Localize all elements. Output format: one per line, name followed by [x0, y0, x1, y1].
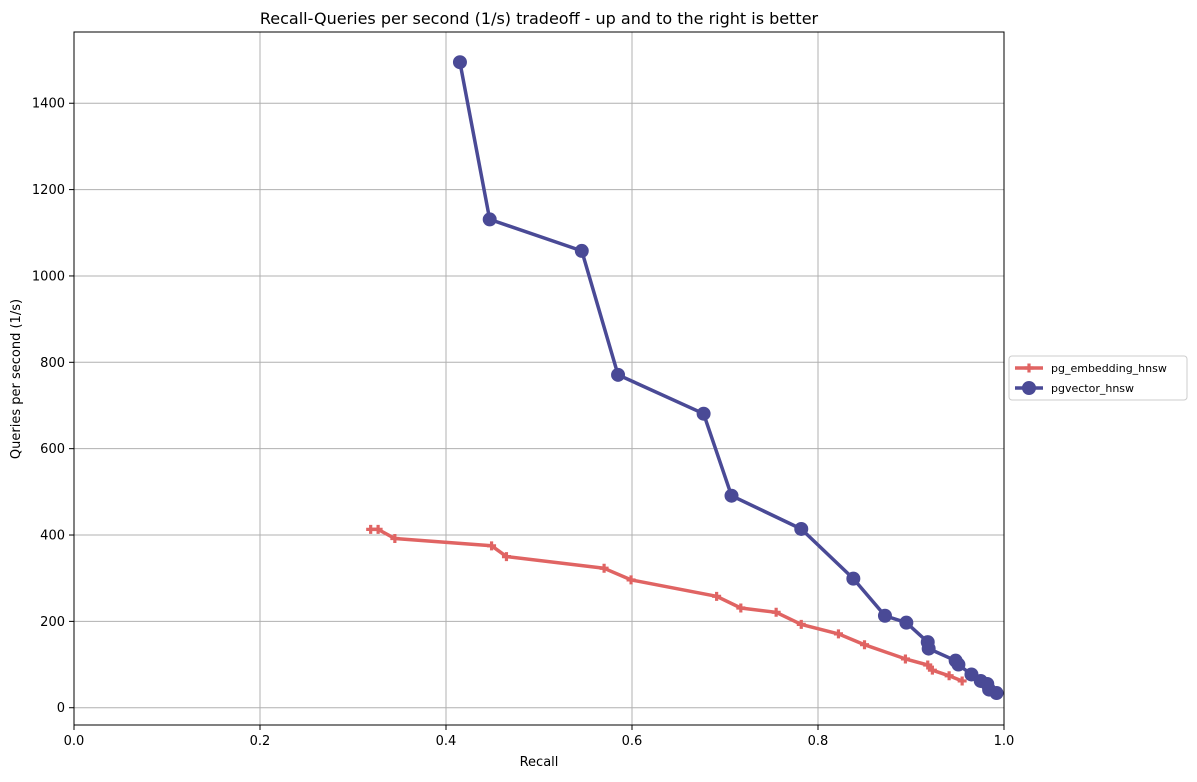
- y-tick-label: 600: [40, 442, 65, 457]
- y-tick-label: 1200: [32, 183, 65, 198]
- legend: pg_embedding_hnsw pgvector_hnsw: [1008, 355, 1188, 401]
- y-axis-label: Queries per second (1/s): [9, 299, 24, 459]
- legend-label: pgvector_hnsw: [1051, 382, 1134, 395]
- x-tick-label: 0.6: [622, 734, 643, 749]
- x-tick-label: 1.0: [994, 734, 1015, 749]
- y-tick-label: 800: [40, 356, 65, 371]
- plot-frame: [73, 31, 1005, 726]
- chart-title: Recall-Queries per second (1/s) tradeoff…: [260, 9, 819, 28]
- legend-box: [1008, 355, 1188, 401]
- series-pg_embedding_hnsw: [366, 524, 967, 686]
- series-layer: [366, 55, 1004, 701]
- data-point-pgvector_hnsw: [724, 488, 739, 503]
- data-point-pgvector_hnsw: [989, 686, 1004, 701]
- data-point-pg_embedding_hnsw: [771, 607, 781, 617]
- data-point-pg_embedding_hnsw: [373, 524, 383, 534]
- data-point-pg_embedding_hnsw: [712, 591, 722, 601]
- data-point-pgvector_hnsw: [574, 243, 589, 258]
- x-tick-label: 0.0: [64, 734, 85, 749]
- x-tick-label: 0.4: [436, 734, 457, 749]
- data-point-pg_embedding_hnsw: [957, 676, 967, 686]
- data-point-pg_embedding_hnsw: [860, 640, 869, 650]
- y-tick-label: 400: [40, 529, 65, 544]
- data-point-pgvector_hnsw: [452, 55, 467, 70]
- x-tick-label: 0.2: [250, 734, 271, 749]
- data-point-pgvector_hnsw: [611, 367, 626, 382]
- x-axis-label: Recall: [520, 755, 559, 770]
- data-point-pgvector_hnsw: [794, 521, 809, 536]
- data-point-pg_embedding_hnsw: [796, 619, 806, 629]
- x-tick-label: 0.8: [808, 734, 829, 749]
- axes: 0.0 0.2 0.4 0.6 0.8 1.0 0 200 400 600 800 1000 1200 1…: [32, 97, 1014, 749]
- data-point-pgvector_hnsw: [696, 406, 711, 421]
- data-point-pg_embedding_hnsw: [599, 563, 609, 573]
- series-pgvector_hnsw: [452, 55, 1004, 701]
- y-tick-label: 0: [57, 701, 65, 716]
- data-point-pgvector_hnsw: [846, 571, 861, 586]
- legend-swatch-marker: [1024, 363, 1034, 373]
- series-line-pgvector_hnsw: [458, 60, 999, 695]
- data-point-pgvector_hnsw: [482, 212, 497, 227]
- data-point-pg_embedding_hnsw: [501, 552, 511, 562]
- data-point-pg_embedding_hnsw: [923, 660, 933, 670]
- data-point-pgvector_hnsw: [877, 608, 892, 623]
- data-point-pg_embedding_hnsw: [487, 541, 497, 551]
- y-tick-label: 1000: [32, 269, 65, 284]
- data-point-pgvector_hnsw: [951, 657, 966, 672]
- legend-label: pg_embedding_hnsw: [1051, 362, 1167, 375]
- y-tick-label: 1400: [32, 97, 65, 112]
- data-point-pg_embedding_hnsw: [626, 575, 636, 585]
- series-line-pg_embedding_hnsw: [368, 527, 964, 683]
- data-point-pg_embedding_hnsw: [900, 654, 910, 664]
- data-point-pgvector_hnsw: [899, 615, 914, 630]
- legend-swatch-marker: [1022, 381, 1036, 395]
- data-point-pg_embedding_hnsw: [833, 629, 843, 639]
- data-point-pg_embedding_hnsw: [927, 665, 937, 675]
- grid: [73, 32, 1005, 725]
- data-point-pg_embedding_hnsw: [390, 533, 400, 543]
- data-point-pg_embedding_hnsw: [736, 603, 746, 613]
- data-point-pg_embedding_hnsw: [944, 671, 954, 681]
- y-tick-label: 200: [40, 615, 65, 630]
- data-point-pgvector_hnsw: [921, 641, 936, 656]
